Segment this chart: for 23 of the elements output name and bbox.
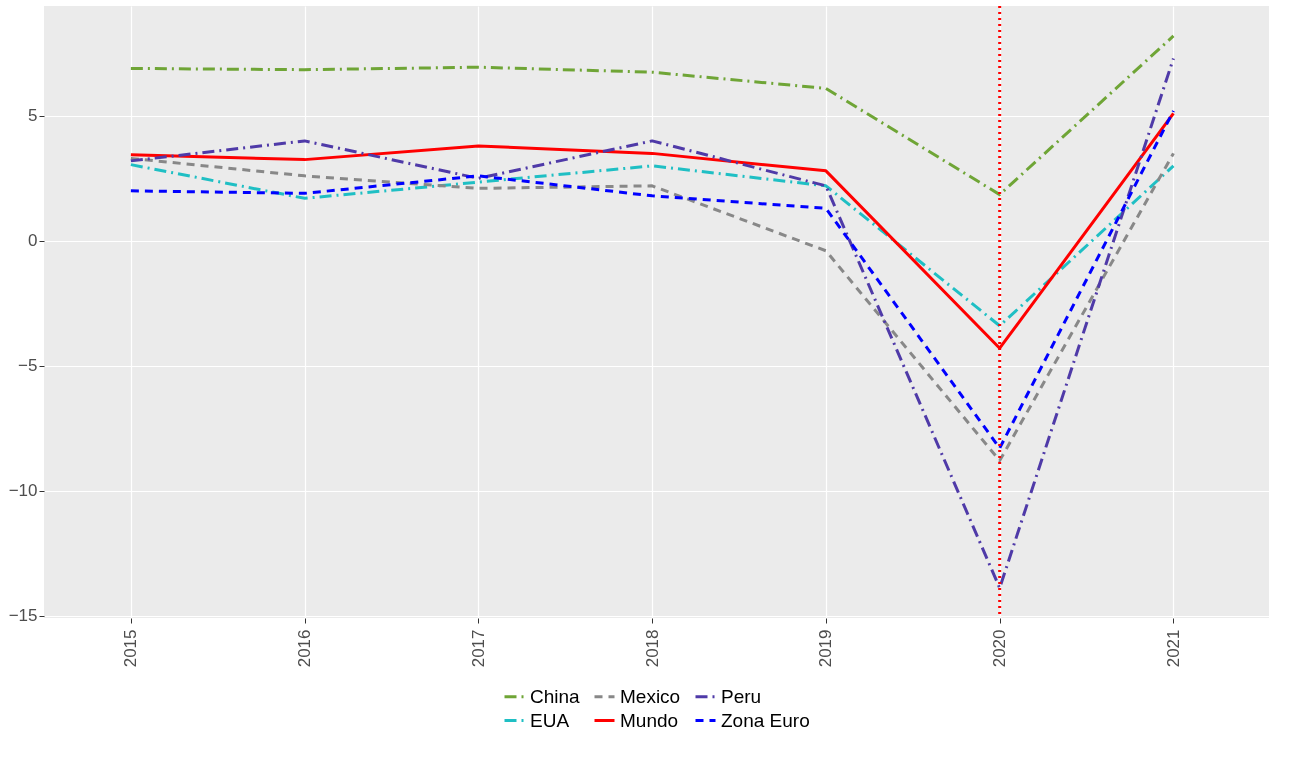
line-series — [129, 163, 1175, 328]
line-series — [129, 109, 1175, 450]
x-tick-label: 2018 — [642, 629, 662, 668]
line-series — [129, 34, 1175, 197]
legend-label: Zona Euro — [721, 709, 810, 731]
legend-label: Mundo — [620, 709, 679, 731]
line-series — [129, 56, 1175, 590]
x-tick-label: 2020 — [990, 629, 1010, 668]
x-tick-label: 2019 — [816, 629, 836, 668]
legend-label: China — [530, 685, 581, 707]
x-tick-label: 2016 — [295, 629, 315, 668]
x-tick-label: 2015 — [121, 629, 141, 668]
y-tick-label: −15 — [8, 606, 38, 625]
y-tick-label: 0 — [28, 231, 38, 251]
y-tick-label: −5 — [18, 356, 38, 376]
y-tick-label: 5 — [28, 106, 38, 126]
x-tick-label: 2021 — [1163, 629, 1183, 668]
legend-label: Peru — [721, 685, 762, 707]
legend-label: Mexico — [620, 685, 681, 707]
x-tick-label: 2017 — [468, 629, 488, 668]
y-tick-label: −10 — [8, 481, 38, 501]
legend-label: EUA — [530, 709, 570, 731]
line-series — [129, 151, 1175, 463]
